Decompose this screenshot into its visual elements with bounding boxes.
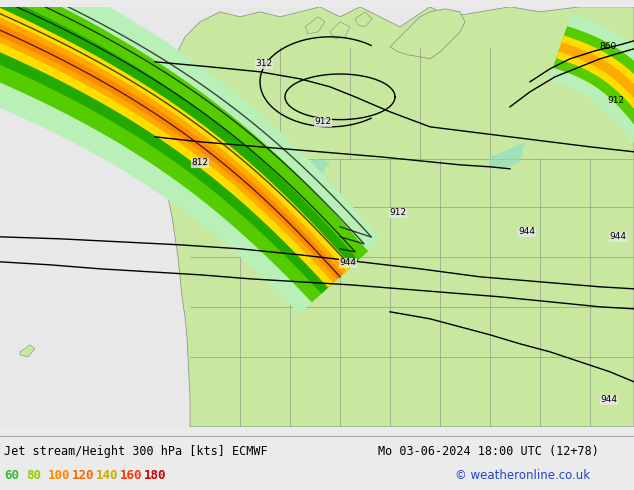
Polygon shape xyxy=(0,0,380,314)
Polygon shape xyxy=(0,0,368,302)
Text: 60: 60 xyxy=(4,469,19,483)
Polygon shape xyxy=(553,26,634,136)
Text: 100: 100 xyxy=(48,469,70,483)
Polygon shape xyxy=(490,142,525,169)
Text: 912: 912 xyxy=(389,208,406,218)
Polygon shape xyxy=(0,0,352,288)
Polygon shape xyxy=(559,42,634,125)
Polygon shape xyxy=(556,35,634,130)
Polygon shape xyxy=(0,0,358,294)
Polygon shape xyxy=(355,12,372,27)
Polygon shape xyxy=(20,345,35,357)
Text: 312: 312 xyxy=(256,59,273,68)
Text: 160: 160 xyxy=(120,469,143,483)
Polygon shape xyxy=(155,7,634,427)
Text: © weatheronline.co.uk: © weatheronline.co.uk xyxy=(455,469,590,483)
Text: 944: 944 xyxy=(609,232,626,242)
Text: 944: 944 xyxy=(600,395,618,404)
Polygon shape xyxy=(305,17,325,34)
Polygon shape xyxy=(390,9,465,59)
Text: 120: 120 xyxy=(72,469,94,483)
Text: Mo 03-06-2024 18:00 UTC (12+78): Mo 03-06-2024 18:00 UTC (12+78) xyxy=(378,445,599,458)
Text: 180: 180 xyxy=(144,469,167,483)
Polygon shape xyxy=(0,0,347,283)
Text: 860: 860 xyxy=(599,42,617,51)
Polygon shape xyxy=(330,22,350,39)
Polygon shape xyxy=(270,159,330,182)
Polygon shape xyxy=(0,0,343,279)
Text: Jet stream/Height 300 hPa [kts] ECMWF: Jet stream/Height 300 hPa [kts] ECMWF xyxy=(4,445,268,458)
Text: 912: 912 xyxy=(607,97,624,105)
Text: 80: 80 xyxy=(26,469,41,483)
Text: 812: 812 xyxy=(191,159,207,169)
Text: 812: 812 xyxy=(191,158,209,167)
Polygon shape xyxy=(548,14,634,143)
Text: 944: 944 xyxy=(339,258,356,268)
Text: 140: 140 xyxy=(96,469,119,483)
Text: 944: 944 xyxy=(519,227,536,236)
Text: 912: 912 xyxy=(314,117,332,126)
